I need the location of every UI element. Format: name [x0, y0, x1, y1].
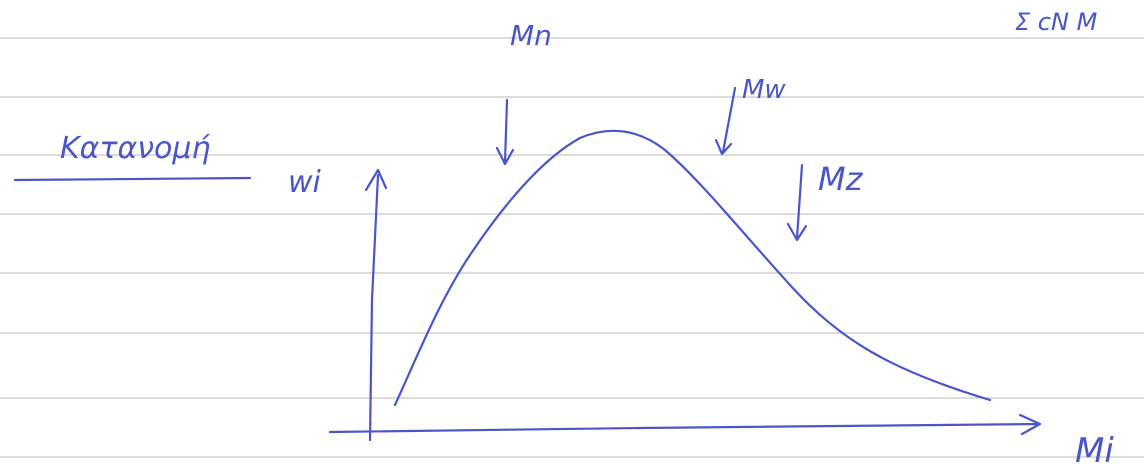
x-axis-label: Mi — [1075, 431, 1114, 471]
y-axis — [366, 170, 386, 440]
heading: Κατανομή — [60, 131, 211, 166]
note-sheet: Κατανομή Σ cN M wi Mi Mn Mw Mz — [0, 0, 1144, 472]
y-axis-label: wi — [288, 165, 322, 200]
x-axis — [330, 415, 1040, 434]
distribution-curve — [395, 131, 990, 405]
marker-label: Mw — [742, 75, 786, 105]
marker-arrow — [788, 165, 806, 240]
corner-note: Σ cN M — [1015, 8, 1098, 36]
marker-arrow — [497, 100, 513, 164]
marker-label: Mn — [510, 19, 552, 52]
marker-label: Mz — [818, 160, 864, 198]
heading-underline — [15, 178, 250, 180]
marker-arrow — [716, 88, 735, 154]
page: Κατανομή Σ cN M wi Mi Mn Mw Mz (() => { … — [0, 0, 1144, 472]
